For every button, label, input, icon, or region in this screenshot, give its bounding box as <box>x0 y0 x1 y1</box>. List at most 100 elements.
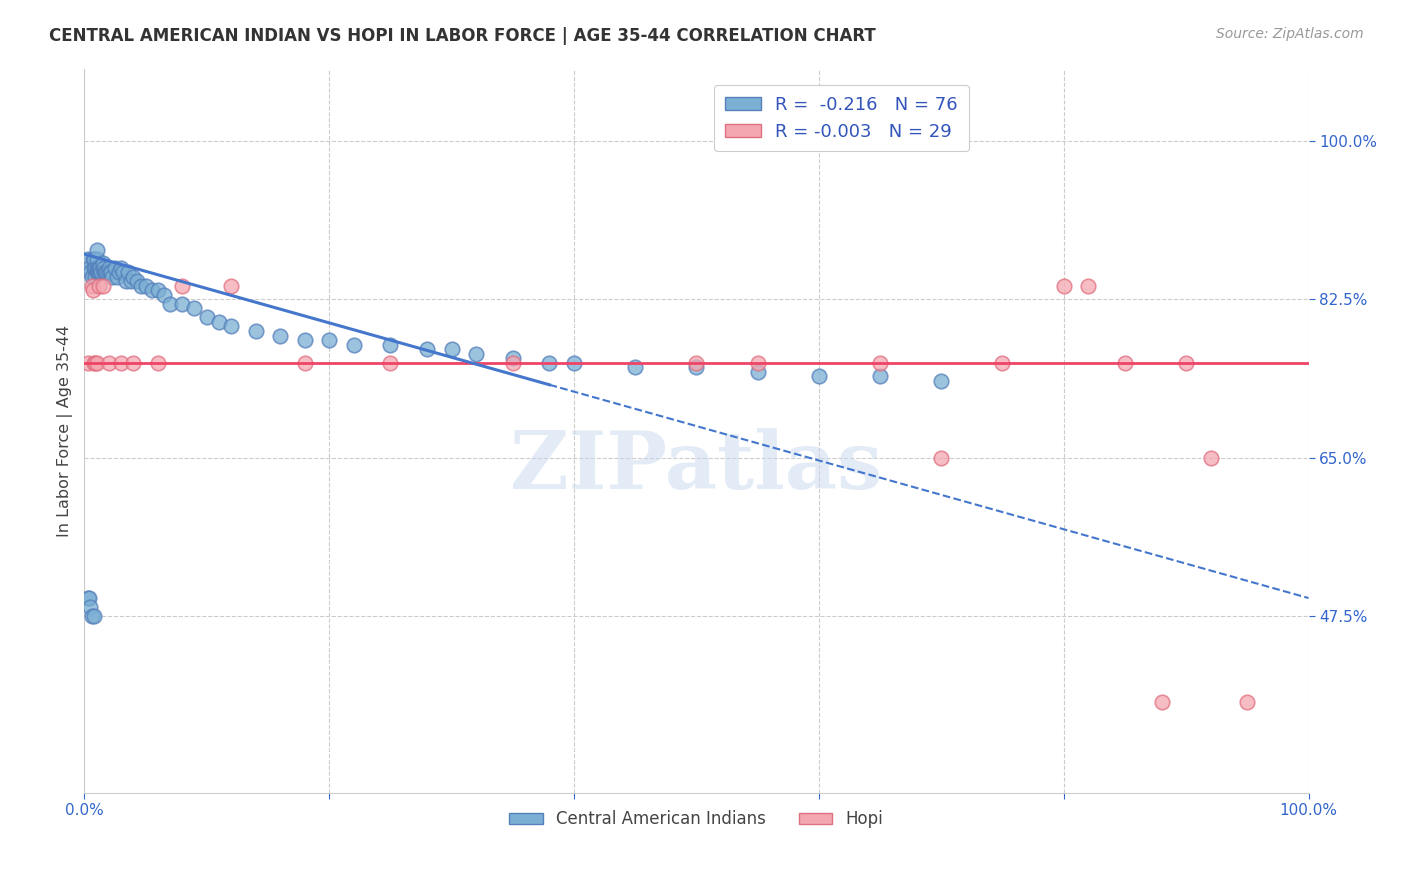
Point <box>86 260 108 275</box>
Point <box>86 265 108 279</box>
Point <box>183 301 205 316</box>
Legend: Central American Indians, Hopi: Central American Indians, Hopi <box>502 804 890 835</box>
Point <box>624 360 647 375</box>
Point <box>91 256 114 270</box>
Point <box>269 328 291 343</box>
Point <box>245 324 267 338</box>
Point <box>929 450 952 465</box>
Point <box>83 252 105 266</box>
Point <box>146 356 169 370</box>
Point <box>1114 356 1136 370</box>
Point <box>83 260 105 275</box>
Point <box>153 288 176 302</box>
Point <box>89 260 111 275</box>
Point <box>86 252 108 266</box>
Point <box>869 356 891 370</box>
Point <box>1199 450 1222 465</box>
Point <box>343 337 366 351</box>
Point <box>502 356 524 370</box>
Point <box>112 265 135 279</box>
Point <box>1053 278 1076 293</box>
Point <box>1150 695 1173 709</box>
Point <box>96 265 118 279</box>
Point <box>91 278 114 293</box>
Point <box>294 333 316 347</box>
Point <box>97 260 120 275</box>
Point <box>87 265 110 279</box>
Point <box>96 265 118 279</box>
Point <box>159 297 181 311</box>
Point <box>219 319 242 334</box>
Point <box>104 260 127 275</box>
Point <box>83 356 105 370</box>
Point <box>747 365 769 379</box>
Point <box>294 356 316 370</box>
Point <box>77 260 100 275</box>
Point <box>80 269 103 284</box>
Point <box>79 265 101 279</box>
Point <box>440 342 463 356</box>
Point <box>77 591 100 605</box>
Point <box>93 265 115 279</box>
Point <box>86 243 108 257</box>
Point <box>107 265 129 279</box>
Point <box>122 269 145 284</box>
Point <box>84 260 107 275</box>
Point <box>538 356 561 370</box>
Point <box>1077 278 1099 293</box>
Point <box>685 360 707 375</box>
Point <box>685 356 707 370</box>
Point <box>89 265 111 279</box>
Point <box>101 269 124 284</box>
Point <box>93 260 115 275</box>
Point <box>80 609 103 624</box>
Text: Source: ZipAtlas.com: Source: ZipAtlas.com <box>1216 27 1364 41</box>
Point <box>416 342 439 356</box>
Point <box>465 346 488 360</box>
Point <box>117 265 139 279</box>
Point <box>120 274 142 288</box>
Point <box>80 278 103 293</box>
Point <box>87 260 110 275</box>
Point <box>318 333 340 347</box>
Point <box>87 265 110 279</box>
Point <box>141 283 163 297</box>
Point <box>84 356 107 370</box>
Point <box>208 315 231 329</box>
Point <box>807 369 830 384</box>
Point <box>90 265 112 279</box>
Point <box>219 278 242 293</box>
Point <box>97 356 120 370</box>
Point <box>98 265 121 279</box>
Point <box>87 260 110 275</box>
Point <box>86 356 108 370</box>
Point <box>110 260 132 275</box>
Point <box>129 278 152 293</box>
Point <box>122 356 145 370</box>
Point <box>77 591 100 605</box>
Point <box>82 283 104 297</box>
Point <box>1236 695 1258 709</box>
Text: ZIPatlas: ZIPatlas <box>510 428 883 506</box>
Point <box>195 310 218 325</box>
Point <box>82 252 104 266</box>
Point <box>562 356 585 370</box>
Point <box>172 297 194 311</box>
Point <box>125 274 148 288</box>
Point <box>77 356 100 370</box>
Point <box>84 269 107 284</box>
Point <box>380 337 402 351</box>
Point <box>91 260 114 275</box>
Point <box>110 356 132 370</box>
Point <box>79 600 101 615</box>
Point <box>747 356 769 370</box>
Point <box>146 283 169 297</box>
Y-axis label: In Labor Force | Age 35-44: In Labor Force | Age 35-44 <box>58 325 73 537</box>
Point <box>105 269 128 284</box>
Point <box>869 369 891 384</box>
Point <box>380 356 402 370</box>
Point <box>94 265 117 279</box>
Point <box>502 351 524 366</box>
Point <box>87 278 110 293</box>
Point <box>991 356 1014 370</box>
